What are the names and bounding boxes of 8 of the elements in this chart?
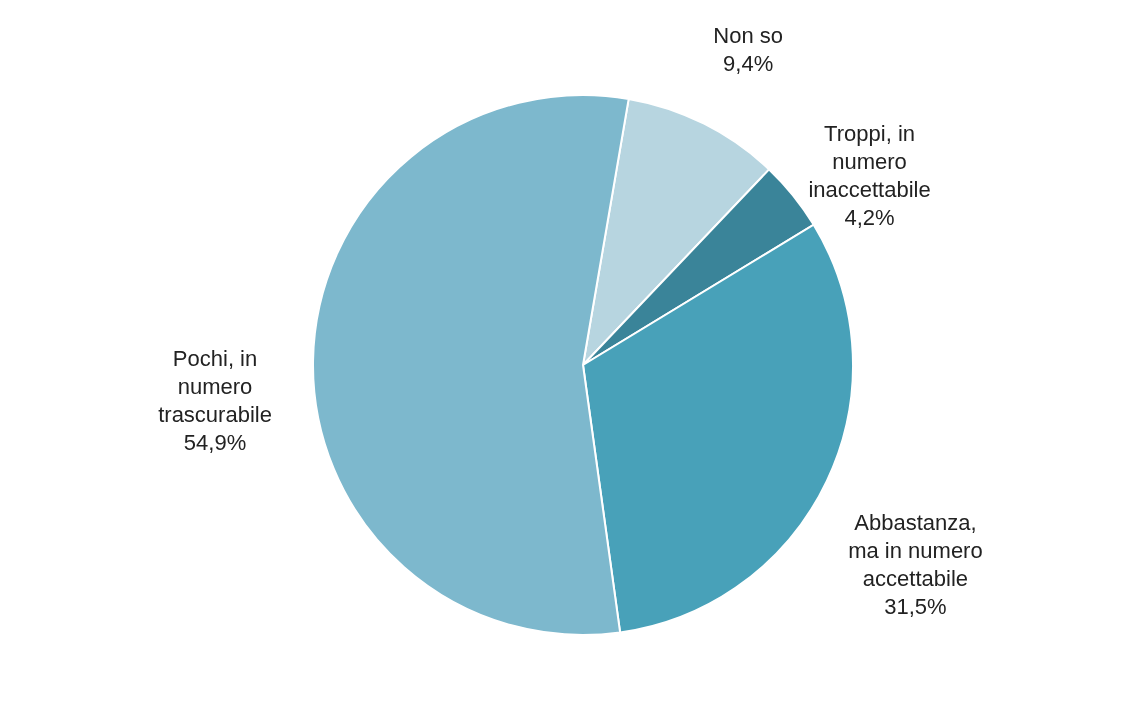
data-label: 4,2%: [844, 205, 895, 231]
data-label: 31,5%: [884, 593, 947, 619]
slice-label: Non so: [713, 23, 783, 49]
slice-label: Abbastanza, ma in numero accettabile: [848, 509, 983, 591]
data-label: 54,9%: [183, 430, 247, 456]
slice-label: Troppi, in numero inaccettabile: [808, 121, 931, 203]
data-label: 9,4%: [723, 51, 774, 77]
slice-label: Pochi, in numero trascurabile: [158, 346, 272, 428]
